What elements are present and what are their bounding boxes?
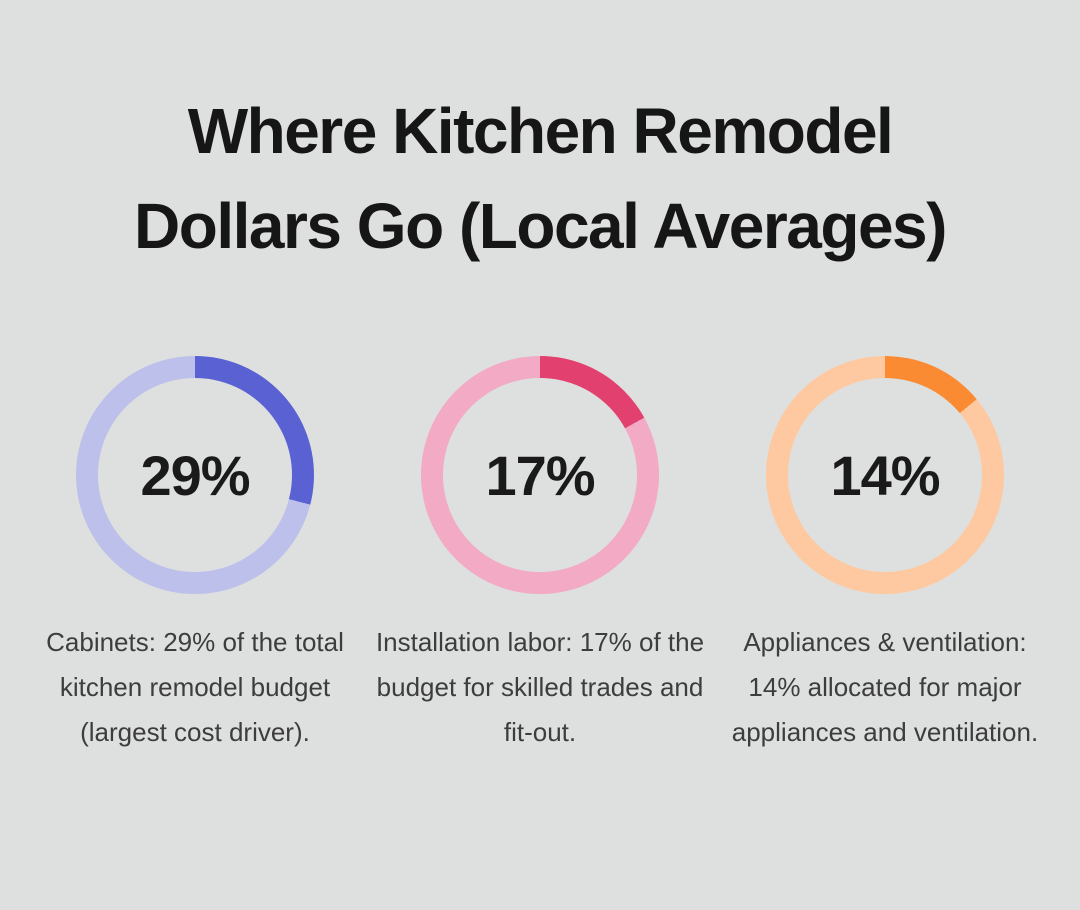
page-title: Where Kitchen Remodel Dollars Go (Local … <box>0 0 1080 274</box>
page-title-line-2: Dollars Go (Local Averages) <box>134 190 947 262</box>
donut-chart-installation-labor: 17% <box>421 356 659 594</box>
charts-row: 29% Cabinets: 29% of the total kitchen r… <box>0 356 1080 755</box>
donut-chart-cabinets: 29% <box>76 356 314 594</box>
caption-installation-labor: Installation labor: 17% of the budget fo… <box>375 627 705 747</box>
percent-label-installation-labor: 17% <box>485 443 595 507</box>
donut-hole: 14% <box>788 378 982 572</box>
donut-hole: 17% <box>443 378 637 572</box>
donut-hole: 29% <box>98 378 292 572</box>
chart-column-cabinets: 29% Cabinets: 29% of the total kitchen r… <box>30 356 360 755</box>
caption-appliances-ventilation: Appliances & ventilation: 14% allocated … <box>731 627 1039 747</box>
chart-column-installation-labor: 17% Installation labor: 17% of the budge… <box>375 356 705 755</box>
percent-label-cabinets: 29% <box>140 443 250 507</box>
percent-label-appliances-ventilation: 14% <box>830 443 940 507</box>
donut-chart-appliances-ventilation: 14% <box>766 356 1004 594</box>
page-title-line-1: Where Kitchen Remodel <box>187 95 894 167</box>
caption-cabinets: Cabinets: 29% of the total kitchen remod… <box>46 627 344 747</box>
chart-column-appliances-ventilation: 14% Appliances & ventilation: 14% alloca… <box>720 356 1050 755</box>
